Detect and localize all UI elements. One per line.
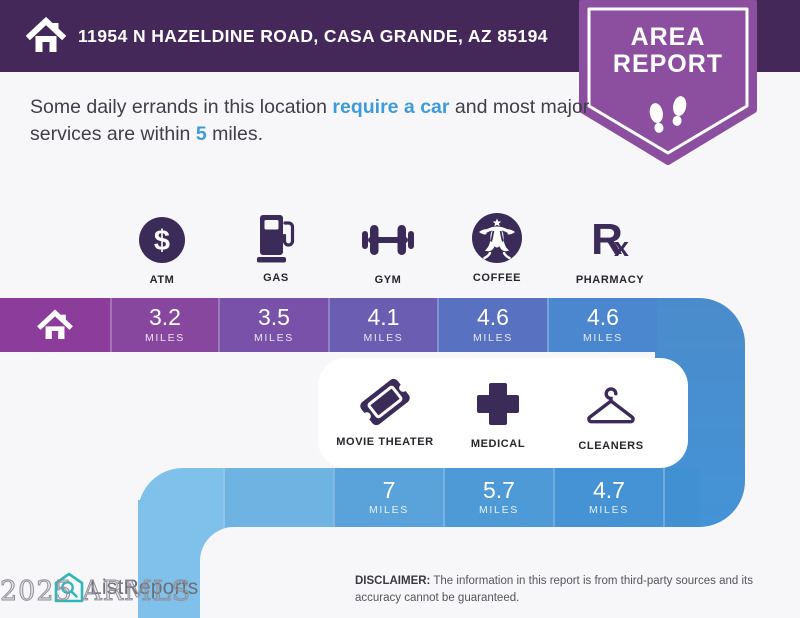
distance-segment-cleaners: 4.7 MILES [553,468,663,527]
property-address: 11954 N HAZELDINE ROAD, CASA GRANDE, AZ … [78,26,548,46]
distance-segment-coffee: 4.6 MILES [437,298,547,352]
bottom-panel [200,527,800,618]
atm-icon: $ [139,217,185,263]
watermark: 2025 ARMLS [0,576,192,608]
medical-cross-icon [477,383,519,425]
amenity-coffee: COFFEE [442,210,552,284]
gas-pump-icon [257,215,295,263]
distance-segment-gym: 4.1 MILES [328,298,437,352]
distance-segment-medical: 5.7 MILES [443,468,553,527]
amenity-gym: GYM [333,212,443,286]
listreports-logo: ListReports [54,572,198,604]
highlight-5: 5 [195,122,207,145]
distance-band-row1: 3.2 MILES 3.5 MILES 4.1 MILES 4.6 MILES 4.6 M… [0,298,657,352]
listreports-house-icon [54,572,84,603]
home-icon [26,16,66,52]
amenity-medical: MEDICAL [443,376,553,450]
brand-name: ListReports [90,576,199,599]
band2-filler-mid [223,468,333,527]
coffee-siren-icon [472,213,522,263]
badge-line1: AREA [631,23,706,51]
band2-filler-right [663,468,700,527]
band2-filler-left [138,468,223,527]
highlight-require-a-car: require a car [332,96,450,118]
amenity-cleaners: CLEANERS [556,378,666,452]
distance-segment-movie-theater: 7 MILES [333,468,443,527]
distance-band-row2: 7 MILES 5.7 MILES 4.7 MILES [138,468,700,527]
area-report-badge: AREA REPORT [579,0,757,165]
disclaimer: DISCLAIMER: The information in this repo… [355,575,753,604]
amenity-gas: GAS [221,210,331,284]
distance-segment-gas: 3.5 MILES [218,298,328,352]
movie-ticket-icon [360,378,410,426]
intro-text: Some daily errands in this location requ… [30,96,590,145]
svg-text:$: $ [154,225,170,257]
origin-home-segment [0,298,110,352]
badge-line2: REPORT [613,50,723,78]
distance-segment-pharmacy: 4.6 MILES [547,298,657,352]
amenity-movie-theater: MOVIE THEATER [330,374,440,448]
footprints-icon [649,96,687,133]
amenity-atm: $ ATM [107,212,217,286]
distance-segment-atm: 3.2 MILES [110,298,218,352]
hanger-icon [587,387,635,424]
home-icon [37,309,73,339]
dumbbell-icon [362,225,414,255]
